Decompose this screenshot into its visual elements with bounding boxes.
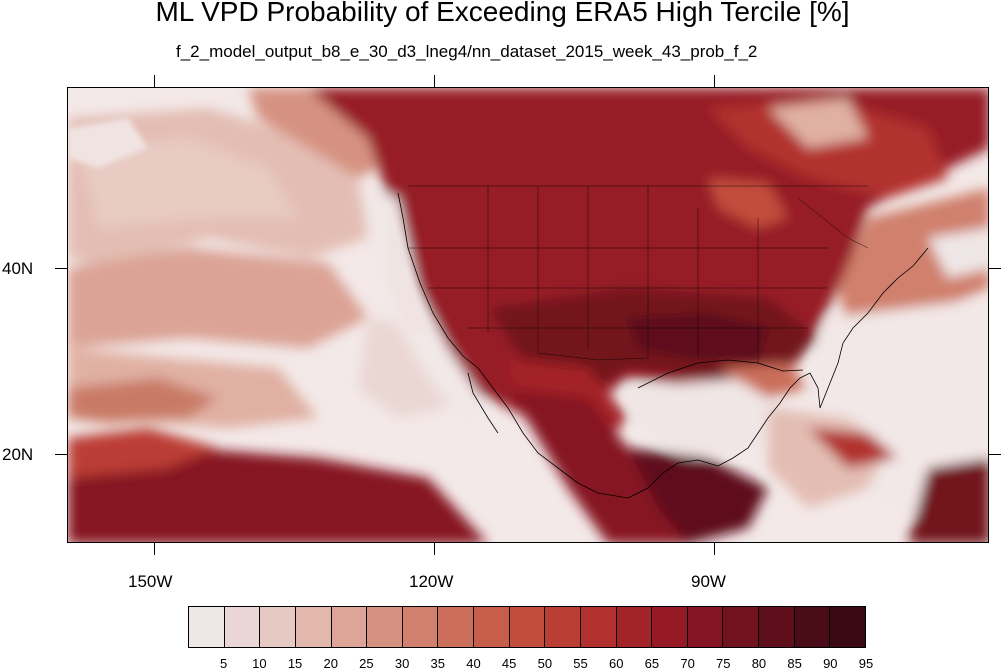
colorbar-box bbox=[830, 607, 865, 647]
colorbar-label: 60 bbox=[608, 656, 624, 671]
colorbar-box bbox=[189, 607, 225, 647]
colorbar-box bbox=[224, 607, 261, 647]
colorbar-label: 70 bbox=[680, 656, 695, 671]
lon-label-120w: 120W bbox=[409, 572, 454, 591]
state-borders-icon bbox=[408, 185, 869, 363]
colorbar-box bbox=[295, 607, 332, 647]
colorbar bbox=[188, 606, 866, 648]
tick-left-20n bbox=[55, 454, 67, 455]
colorbar-box bbox=[759, 607, 795, 647]
colorbar-label: 80 bbox=[751, 656, 767, 671]
colorbar-label: 5 bbox=[220, 656, 228, 671]
lon-label-150w: 150W bbox=[128, 572, 173, 591]
lat-label-20n: 20N bbox=[2, 445, 34, 464]
tick-bottom-150w bbox=[154, 543, 155, 555]
colorbar-box bbox=[402, 607, 439, 647]
tick-left-40n bbox=[55, 268, 67, 269]
map-coastline-icon bbox=[397, 192, 929, 499]
colorbar-label: 20 bbox=[323, 656, 338, 671]
tick-right-20n bbox=[989, 454, 1001, 455]
tick-top-150w bbox=[154, 75, 155, 87]
colorbar-box bbox=[794, 607, 831, 647]
colorbar-box bbox=[723, 607, 759, 647]
tick-bottom-90w bbox=[714, 543, 715, 555]
colorbar-box bbox=[474, 607, 510, 647]
colorbar-label: 50 bbox=[537, 656, 553, 671]
tick-top-120w bbox=[434, 75, 435, 87]
colorbar-label: 55 bbox=[573, 656, 588, 671]
colorbar-box bbox=[545, 607, 581, 647]
colorbar-label: 10 bbox=[252, 656, 267, 671]
map-panel bbox=[67, 87, 989, 543]
colorbar-box bbox=[509, 607, 546, 647]
colorbar-label: 85 bbox=[787, 656, 802, 671]
colorbar-label: 35 bbox=[430, 656, 446, 671]
colorbar-label: 30 bbox=[394, 656, 410, 671]
colorbar-box bbox=[438, 607, 474, 647]
colorbar-label: 95 bbox=[858, 656, 874, 671]
tick-bottom-120w bbox=[434, 543, 435, 555]
colorbar-label: 65 bbox=[644, 656, 660, 671]
tick-right-40n bbox=[989, 268, 1001, 269]
colorbar-label: 90 bbox=[823, 656, 838, 671]
colorbar-label: 15 bbox=[287, 656, 303, 671]
colorbar-label: 45 bbox=[501, 656, 517, 671]
tick-top-90w bbox=[714, 75, 715, 87]
lon-label-90w: 90W bbox=[691, 572, 726, 591]
colorbar-box bbox=[687, 607, 724, 647]
chart-subtitle: f_2_model_output_b8_e_30_d3_lneg4/nn_dat… bbox=[176, 42, 758, 61]
colorbar-label: 40 bbox=[466, 656, 481, 671]
map-field bbox=[68, 88, 988, 542]
colorbar-box bbox=[580, 607, 617, 647]
colorbar-box bbox=[331, 607, 368, 647]
colorbar-label: 25 bbox=[359, 656, 374, 671]
lat-label-40n: 40N bbox=[2, 259, 34, 278]
colorbar-label: 75 bbox=[716, 656, 731, 671]
colorbar-box bbox=[652, 607, 688, 647]
colorbar-box bbox=[260, 607, 296, 647]
colorbar-box bbox=[367, 607, 403, 647]
colorbar-box bbox=[616, 607, 653, 647]
chart-title: ML VPD Probability of Exceeding ERA5 Hig… bbox=[155, 0, 850, 27]
